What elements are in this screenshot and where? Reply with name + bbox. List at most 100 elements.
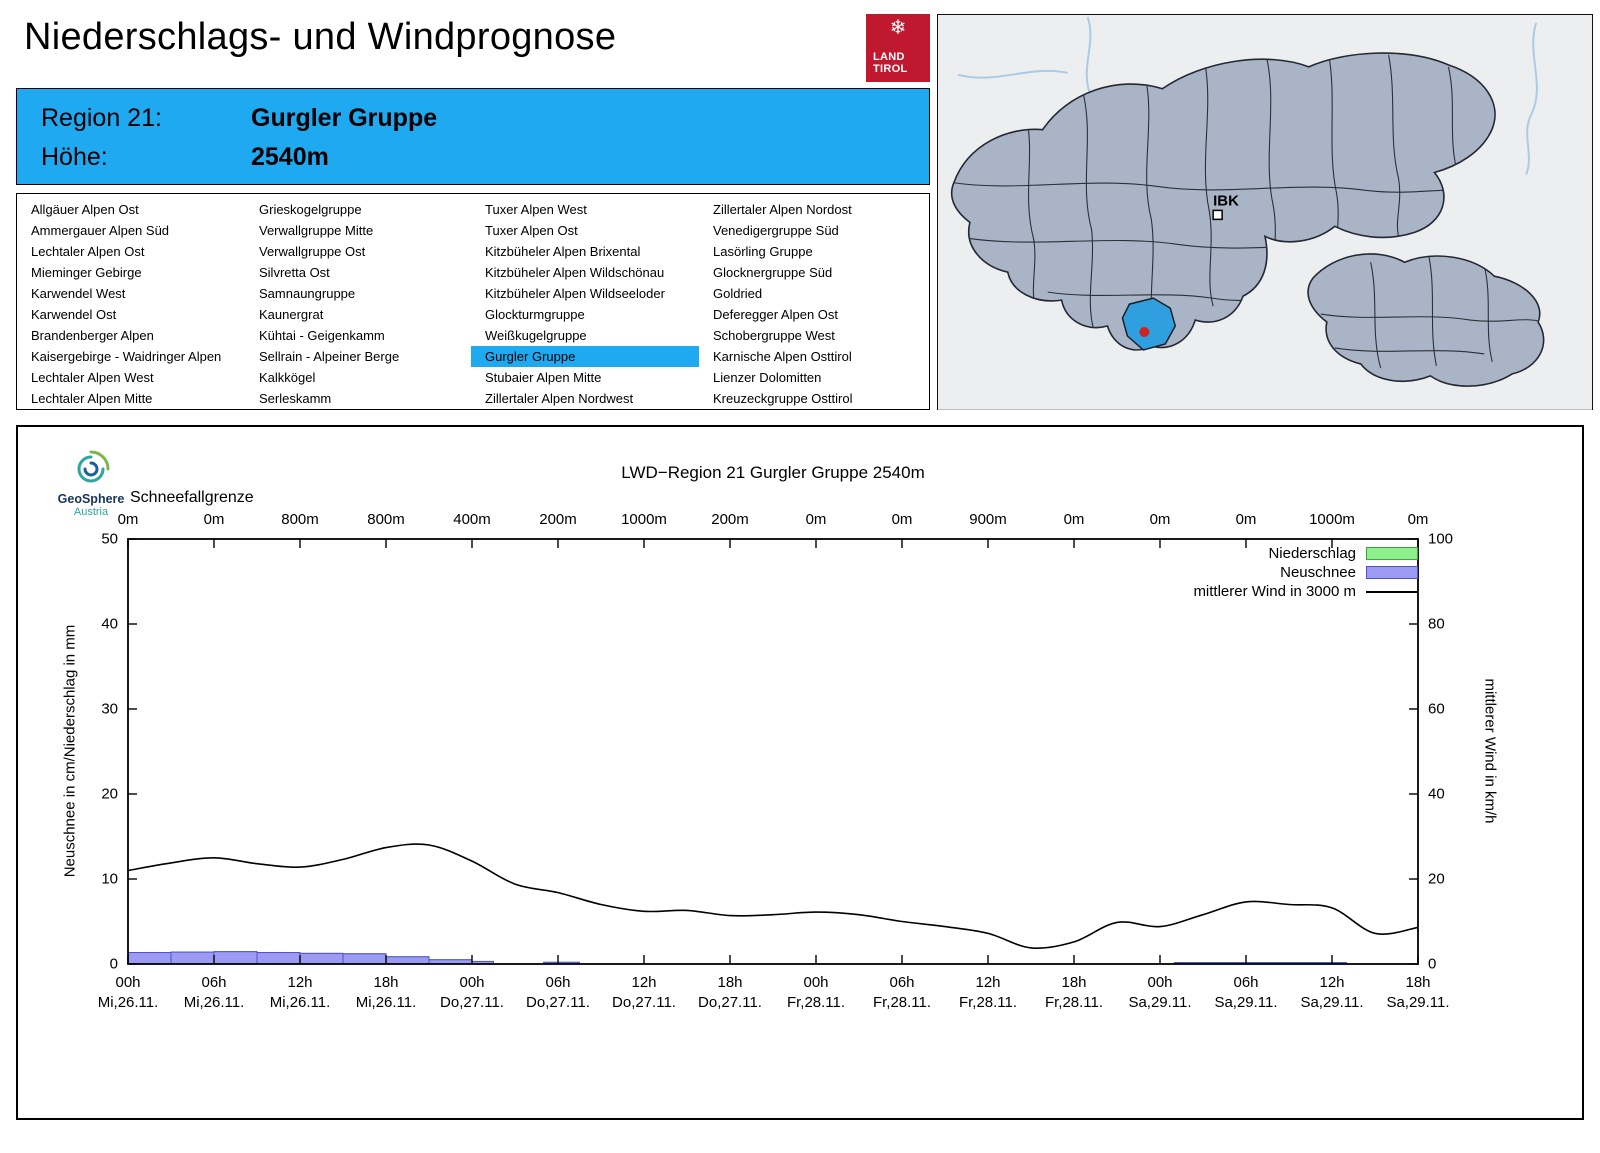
- region-list-item[interactable]: Ammergauer Alpen Süd: [31, 223, 170, 238]
- x-tick-label: 18h Mi,26.11.: [356, 973, 417, 1013]
- region-list-item[interactable]: Zillertaler Alpen Nordwest: [485, 391, 634, 406]
- legend-label: Niederschlag: [1268, 545, 1356, 562]
- region-list-item[interactable]: Kühtai - Geigenkamm: [259, 328, 385, 343]
- land-tirol-logo: ❄ LAND TIROL: [866, 14, 930, 82]
- region-list-item[interactable]: Lechtaler Alpen West: [31, 370, 154, 385]
- region-list-item[interactable]: Tuxer Alpen Ost: [485, 223, 578, 238]
- region-list-item[interactable]: Kaisergebirge - Waidringer Alpen: [31, 349, 222, 364]
- region-list-item[interactable]: Deferegger Alpen Ost: [713, 307, 839, 322]
- region-list-item[interactable]: Kreuzeckgruppe Osttirol: [713, 391, 853, 406]
- region-list-item[interactable]: Venedigergruppe Süd: [713, 223, 839, 238]
- altitude-label: Höhe:: [41, 143, 108, 171]
- x-tick-time: 18h: [1061, 974, 1087, 991]
- x-tick-time: 18h: [717, 974, 743, 991]
- neuschnee-bar: [342, 953, 387, 965]
- altitude-value: 2540m: [251, 143, 329, 171]
- region-list-item[interactable]: Brandenberger Alpen: [31, 328, 154, 343]
- legend-swatch-line: [1366, 590, 1418, 593]
- legend-label: mittlerer Wind in 3000 m: [1193, 583, 1356, 600]
- region-list-item[interactable]: Kitzbüheler Alpen Wildschönau: [485, 265, 665, 280]
- region-list-item[interactable]: Karwendel Ost: [31, 307, 117, 322]
- station-dot: [1139, 327, 1150, 338]
- x-tick-label: 06h Do,27.11.: [526, 973, 590, 1013]
- x-tick-date: Fr,28.11.: [958, 994, 1018, 1011]
- page-title: Niederschlags- und Windprognose: [24, 16, 617, 58]
- x-tick-label: 12h Sa,29.11.: [1300, 973, 1363, 1013]
- region-list-item[interactable]: Lienzer Dolomitten: [713, 370, 822, 385]
- region-list-item[interactable]: Lasörling Gruppe: [713, 244, 813, 259]
- east-tirol-regions[interactable]: [1307, 253, 1545, 387]
- region-list-item[interactable]: Tuxer Alpen West: [485, 202, 587, 217]
- selected-region[interactable]: [1121, 297, 1177, 351]
- x-tick-label: 00h Sa,29.11.: [1128, 973, 1191, 1013]
- region-list-column: Zillertaler Alpen Nordost Venedigergruppe…: [699, 194, 929, 409]
- region-list-item[interactable]: Verwallgruppe Mitte: [259, 223, 374, 238]
- region-name: Gurgler Gruppe: [251, 104, 438, 132]
- region-list-item[interactable]: Samnaungruppe: [259, 286, 356, 301]
- region-list-item[interactable]: Sellrain - Alpeiner Berge: [259, 349, 400, 364]
- x-tick-time: 06h: [201, 974, 227, 991]
- x-tick-label: 18h Do,27.11.: [698, 973, 762, 1013]
- region-list-item[interactable]: Allgäuer Alpen Ost: [31, 202, 139, 217]
- x-tick-time: 06h: [889, 974, 915, 991]
- region-list-item[interactable]: Karwendel West: [31, 286, 126, 301]
- y-axis-tick-left: 20: [101, 785, 118, 803]
- x-tick-label: 12h Do,27.11.: [612, 973, 676, 1013]
- x-tick-label: 06h Mi,26.11.: [184, 973, 245, 1013]
- region-row: Region 21: Gurgler Gruppe: [41, 99, 929, 138]
- region-list-item[interactable]: Lechtaler Alpen Ost: [31, 244, 145, 259]
- snowline-value: 800m: [281, 511, 319, 528]
- region-list-item[interactable]: Karnische Alpen Osttirol: [713, 349, 852, 364]
- region-list-item[interactable]: Schobergruppe West: [713, 328, 835, 343]
- region-list-item[interactable]: Kaunergrat: [259, 307, 324, 322]
- region-list-item[interactable]: Mieminger Gebirge: [31, 265, 142, 280]
- region-list-item[interactable]: Kalkkögel: [259, 370, 316, 385]
- x-tick-date: Mi,26.11.: [97, 994, 159, 1011]
- region-list-item[interactable]: Kitzbüheler Alpen Brixental: [485, 244, 641, 259]
- region-list-column: Tuxer Alpen West Tuxer Alpen Ost Kitzbühel…: [471, 194, 699, 409]
- legend-swatch: [1366, 547, 1418, 560]
- x-tick-date: Do,27.11.: [440, 994, 504, 1011]
- x-tick-date: Fr,28.11.: [872, 994, 932, 1011]
- region-list-item[interactable]: Stubaier Alpen Mitte: [485, 370, 602, 385]
- y-axis-tick-right: 40: [1428, 785, 1445, 803]
- snowline-value: 0m: [117, 511, 139, 528]
- region-list-item[interactable]: Glockturmgruppe: [485, 307, 585, 322]
- region-list-item[interactable]: Serleskamm: [259, 391, 332, 406]
- ibk-marker: IBK: [1212, 192, 1239, 221]
- tirol-region-map[interactable]: IBK: [938, 15, 1592, 410]
- y-axis-tick-left: 0: [109, 955, 118, 973]
- snowline-value: 0m: [891, 511, 913, 528]
- region-list-item[interactable]: Lechtaler Alpen Mitte: [31, 391, 153, 406]
- x-tick-time: 12h: [1319, 974, 1345, 991]
- region-list-item[interactable]: Weißkugelgruppe: [485, 328, 587, 343]
- region-label: Region 21:: [41, 104, 162, 132]
- map-panel: IBK: [937, 14, 1593, 410]
- neuschnee-bar: [213, 951, 258, 965]
- region-list-item[interactable]: Glocknergruppe Süd: [713, 265, 833, 280]
- x-tick-label: 18h Sa,29.11.: [1386, 973, 1449, 1013]
- y-axis-tick-right: 100: [1428, 530, 1454, 548]
- region-list-item[interactable]: Verwallgruppe Ost: [259, 244, 366, 259]
- region-list-item[interactable]: Goldried: [713, 286, 763, 301]
- forecast-chart-panel: GeoSphere Austria LWD−Region 21 Gurgler …: [16, 425, 1584, 1120]
- snowline-value: 0m: [1149, 511, 1171, 528]
- legend-swatch: [1366, 566, 1418, 579]
- chart-title: LWD−Region 21 Gurgler Gruppe 2540m: [621, 463, 925, 482]
- region-list-item-selected[interactable]: Gurgler Gruppe: [471, 346, 699, 367]
- x-tick-time: 00h: [1147, 974, 1173, 991]
- x-tick-label: 06h Sa,29.11.: [1214, 973, 1277, 1013]
- region-list-item[interactable]: Silvretta Ost: [259, 265, 330, 280]
- x-tick-time: 12h: [287, 974, 313, 991]
- region-list-item[interactable]: Kitzbüheler Alpen Wildseeloder: [485, 286, 665, 301]
- logo-text-land: LAND: [873, 50, 905, 63]
- x-tick-label: 00h Fr,28.11.: [787, 973, 845, 1013]
- region-list-item[interactable]: Zillertaler Alpen Nordost: [713, 202, 852, 217]
- region-list-item[interactable]: Grieskogelgruppe: [259, 202, 362, 217]
- snowline-value: 800m: [367, 511, 405, 528]
- logo-text-tirol: TIROL: [873, 63, 908, 76]
- wind-line: [127, 843, 1419, 950]
- x-tick-time: 00h: [459, 974, 485, 991]
- snowline-value: 200m: [711, 511, 749, 528]
- x-tick-date: Do,27.11.: [526, 994, 590, 1011]
